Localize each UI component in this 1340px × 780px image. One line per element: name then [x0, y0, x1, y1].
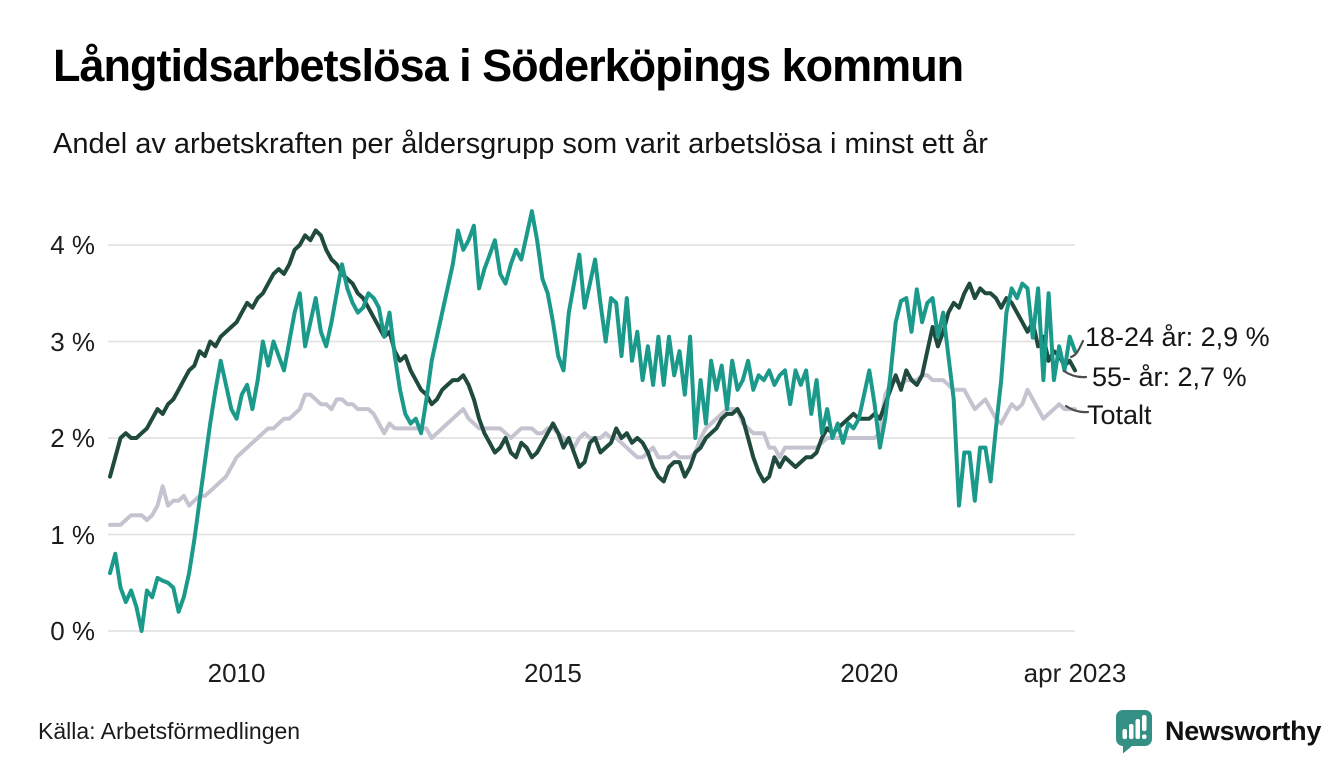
newsworthy-logo-text: Newsworthy	[1165, 716, 1322, 746]
logo-bar-small	[1122, 729, 1127, 739]
source-attribution: Källa: Arbetsförmedlingen	[38, 718, 301, 744]
x-axis-tick-label: 2010	[207, 658, 266, 688]
series-end-label-55: 55- år: 2,7 %	[1092, 362, 1247, 392]
series-end-label-totalt: Totalt	[1087, 400, 1152, 430]
series-line-Totalt	[108, 373, 1077, 527]
y-axis-tick-label: 2 %	[50, 423, 95, 453]
series-line-55-r	[108, 228, 1077, 484]
end-label-connector	[1064, 404, 1090, 414]
series-line-18-24-r	[108, 209, 1077, 633]
end-label-connector	[1069, 339, 1085, 359]
series-end-label-18-24: 18-24 år: 2,9 %	[1085, 322, 1270, 352]
chart-title: Långtidsarbetslösa i Söderköpings kommun	[53, 40, 964, 91]
x-axis-tick-label: 2020	[840, 658, 899, 688]
logo-exclamation-bar	[1142, 715, 1147, 731]
x-axis-tick-label: apr 2023	[1023, 658, 1127, 688]
y-axis-tick-label: 1 %	[50, 519, 95, 550]
y-axis-tick-label: 0 %	[50, 616, 95, 646]
newsworthy-logo[interactable]: Newsworthy	[1113, 708, 1321, 755]
newsworthy-logo-icon	[1116, 710, 1152, 754]
y-axis-tick-label: 4 %	[50, 230, 95, 260]
chart-subtitle: Andel av arbetskraften per åldersgrupp s…	[53, 128, 988, 160]
x-axis-tick-label: 2015	[524, 658, 582, 688]
logo-bar-medium	[1129, 724, 1134, 739]
logo-exclamation-dot	[1142, 734, 1147, 739]
end-label-connector	[1062, 369, 1088, 379]
y-axis-tick-label: 3 %	[50, 326, 95, 357]
logo-bar-tall	[1135, 719, 1140, 739]
